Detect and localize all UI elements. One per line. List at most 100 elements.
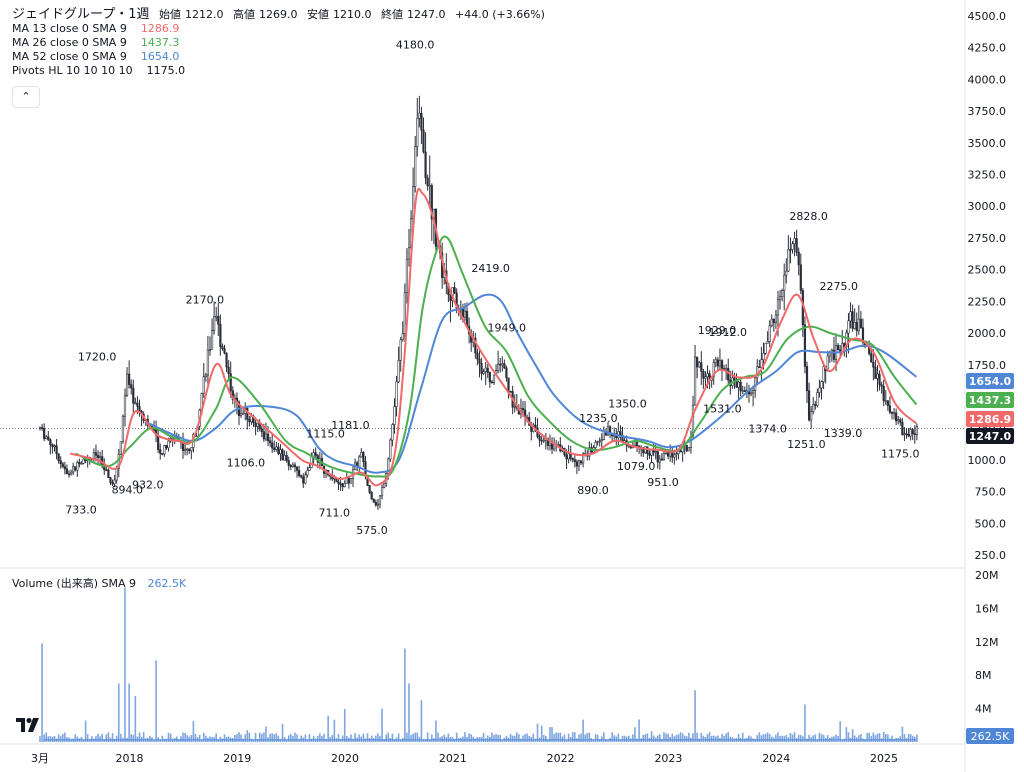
volume-bar	[515, 732, 518, 742]
low-label: 安値	[307, 8, 329, 21]
volume-bar	[893, 738, 895, 742]
volume-legend[interactable]: Volume (出来高) SMA 9 262.5K	[12, 575, 186, 591]
candle-body	[577, 460, 581, 467]
volume-bar	[53, 735, 56, 742]
candle-body	[370, 492, 373, 500]
candle-body	[596, 441, 599, 443]
volume-bar	[536, 723, 539, 742]
candle-body	[895, 412, 898, 422]
candle-body	[799, 264, 802, 291]
candle-body	[476, 352, 479, 360]
pivot-label: 890.0	[577, 484, 609, 497]
candle-body	[488, 372, 491, 383]
candle-body	[298, 470, 301, 476]
candle-body	[281, 449, 284, 461]
volume-bar	[781, 735, 783, 742]
candle-body	[424, 151, 427, 179]
volume-bar	[791, 734, 794, 742]
volume-bar	[714, 736, 717, 742]
pivot-label: 1912.0	[708, 326, 747, 339]
ohlc-row: ジェイドグループ・1週 始値 1212.0 高値 1269.0 安値 1210.0 終…	[12, 8, 549, 22]
candle-body	[521, 408, 525, 411]
volume-bar	[528, 736, 531, 742]
volume-bar	[661, 739, 663, 742]
volume-bar	[613, 735, 616, 742]
candle-body	[393, 406, 396, 425]
volume-bar	[435, 720, 437, 742]
tradingview-logo-icon[interactable]	[14, 712, 42, 736]
candle-body	[619, 431, 622, 436]
candle-body	[911, 429, 914, 434]
candle-body	[897, 419, 900, 422]
volume-bar	[62, 733, 64, 742]
volume-bar	[706, 734, 709, 742]
candle-body	[669, 452, 672, 457]
volume-bar	[542, 735, 545, 742]
candle-body	[273, 447, 276, 450]
collapse-legend-button[interactable]: ⌃	[12, 86, 40, 108]
open-label: 始値	[159, 8, 181, 21]
candle-body	[202, 376, 205, 394]
volume-bar	[186, 735, 188, 742]
volume-bar	[632, 734, 634, 742]
volume-bar	[430, 734, 433, 742]
volume-bar	[391, 733, 394, 742]
volume-bar	[312, 736, 315, 742]
volume-bar	[310, 738, 313, 742]
volume-bar	[43, 734, 45, 742]
volume-bar	[426, 732, 429, 742]
symbol-title[interactable]: ジェイドグループ・1週	[12, 7, 150, 22]
candle-body	[101, 456, 104, 465]
indicator-ma26[interactable]: MA 26 close 0 SMA 9 1437.3	[12, 36, 549, 50]
candle-body	[758, 366, 761, 369]
volume-bar	[909, 734, 912, 742]
candle-body	[333, 477, 336, 480]
volume-bar	[128, 683, 130, 742]
indicator-pivots[interactable]: Pivots HL 10 10 10 10 1175.0	[12, 64, 549, 78]
volume-bar	[723, 735, 725, 742]
candle-body	[262, 431, 265, 440]
candle-body	[210, 330, 214, 350]
candle-body	[818, 387, 821, 393]
candle-body	[208, 349, 212, 351]
volume-bar	[412, 733, 414, 742]
candle-body	[606, 426, 610, 436]
volume-bar	[176, 736, 178, 742]
volume-bar	[758, 732, 761, 742]
pivot-label: 1531.0	[703, 403, 742, 416]
candle-body	[171, 438, 174, 440]
candle-body	[53, 445, 56, 448]
volume-bar	[387, 732, 390, 742]
indicator-ma52[interactable]: MA 52 close 0 SMA 9 1654.0	[12, 50, 549, 64]
candle-body	[478, 358, 481, 364]
indicator-ma13[interactable]: MA 13 close 0 SMA 9 1286.9	[12, 22, 549, 36]
candle-body	[57, 453, 60, 461]
candle-body	[401, 333, 404, 340]
volume-bar	[316, 735, 319, 742]
volume-bar	[99, 736, 101, 742]
volume-bar	[155, 660, 157, 742]
time-tick-label: 2023	[654, 752, 682, 765]
volume-bar	[486, 735, 489, 742]
volume-bar	[180, 736, 182, 742]
volume-bar	[354, 733, 356, 742]
price-tick-label: 750.0	[975, 486, 1007, 499]
candle-body	[797, 251, 800, 266]
volume-bar	[59, 736, 62, 742]
volume-bar	[748, 735, 750, 742]
volume-bar	[287, 735, 290, 742]
volume-bar	[549, 727, 551, 742]
volume-bar	[605, 739, 607, 742]
candle-body	[872, 361, 875, 368]
volume-bar	[111, 733, 114, 742]
ma13-line	[69, 187, 918, 487]
candle-body	[418, 112, 421, 119]
volume-bar	[584, 734, 586, 742]
candle-body	[389, 439, 392, 460]
candle-body	[874, 366, 877, 379]
volume-bar	[532, 733, 535, 742]
candle-body	[38, 427, 42, 429]
candle-body	[69, 471, 73, 475]
candle-body	[306, 470, 309, 476]
